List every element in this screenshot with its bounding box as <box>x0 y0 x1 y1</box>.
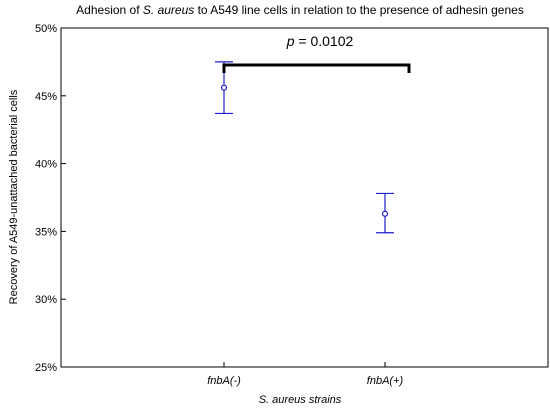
p-symbol: p <box>286 33 295 49</box>
y-tick-label: 35% <box>35 226 57 238</box>
chart-title-part-1: Adhesion of <box>76 3 143 17</box>
significance-bracket <box>222 63 411 73</box>
plot-frame <box>60 27 549 368</box>
y-tick-label: 45% <box>35 91 57 103</box>
y-tick-label: 40% <box>35 159 57 171</box>
y-axis-label: Recovery of A549-unattached bacterial ce… <box>8 89 20 304</box>
y-tick-label: 25% <box>35 362 57 374</box>
y-tick-label: 50% <box>35 23 57 35</box>
p-value-label: p = 0.0102 <box>286 33 354 49</box>
y-tick-label: 30% <box>35 294 57 306</box>
x-tick-label: fnbA(-) <box>207 375 241 387</box>
chart-title: Adhesion of S. aureus to A549 line cells… <box>76 3 524 17</box>
chart-title-part-2: S. aureus <box>143 3 194 17</box>
x-ticks: fnbA(-) fnbA(+) <box>207 362 404 387</box>
mean-point-1 <box>381 210 389 217</box>
x-tick-label: fnbA(+) <box>367 375 404 387</box>
x-axis-label: S. aureus strains <box>259 394 342 406</box>
mean-point-0 <box>220 84 228 91</box>
y-ticks: 25% 30% 35% 40% 45% 50% <box>35 23 66 374</box>
chart-title-part-3: to A549 line cells in relation to the pr… <box>194 3 524 17</box>
p-value: = 0.0102 <box>295 33 354 49</box>
